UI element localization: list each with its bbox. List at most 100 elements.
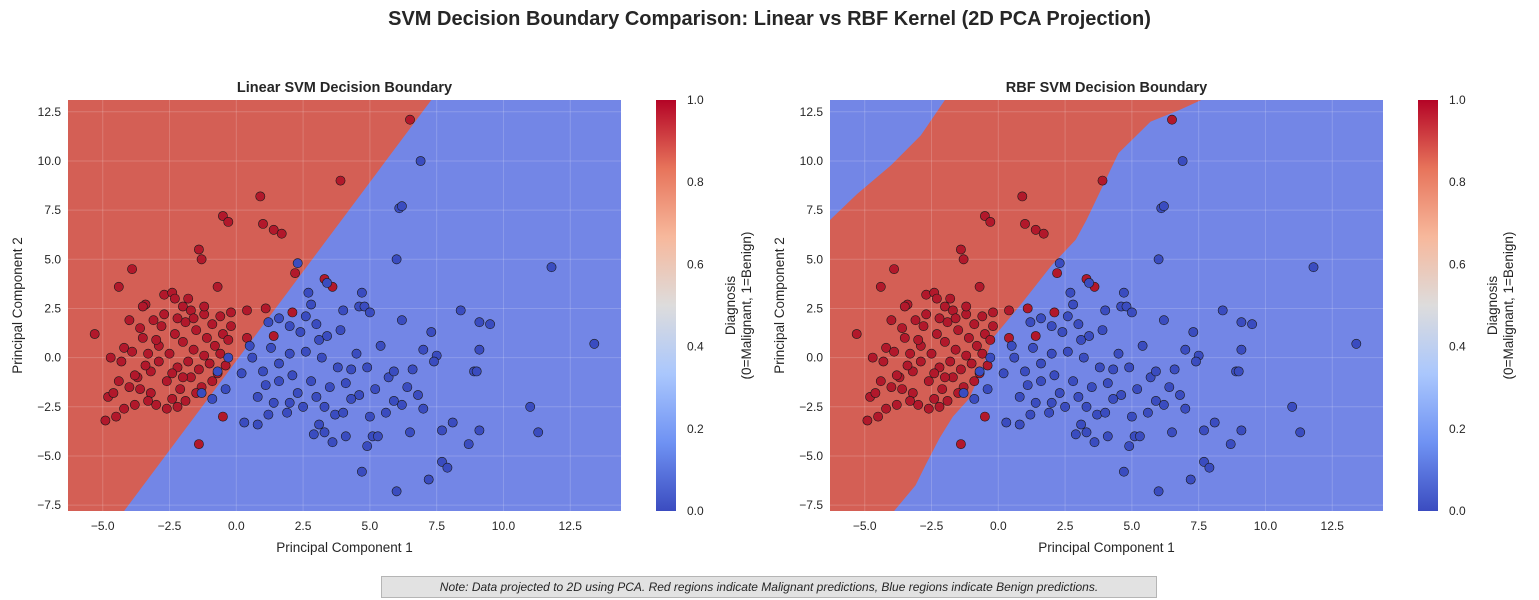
malignant-point	[255, 191, 266, 202]
benign-point	[372, 431, 383, 442]
malignant-point	[1052, 268, 1062, 278]
y-tick-label: 7.5	[806, 203, 823, 217]
benign-point	[1180, 344, 1191, 355]
benign-point	[292, 388, 303, 398]
malignant-point	[226, 321, 236, 331]
malignant-point	[961, 350, 972, 361]
benign-point	[327, 437, 338, 448]
malignant-point	[159, 309, 170, 320]
malignant-point	[127, 346, 138, 357]
malignant-point	[129, 399, 140, 410]
malignant-point	[921, 309, 932, 320]
x-tick-label: −5.0	[91, 519, 115, 533]
y-tick-label: −7.5	[37, 498, 61, 512]
colorbar-label: Diagnosis	[1485, 276, 1500, 336]
y-tick-label: 0.0	[806, 351, 823, 365]
benign-point	[1081, 427, 1092, 438]
malignant-point	[1049, 307, 1060, 318]
malignant-point	[867, 352, 878, 363]
x-tick-label: 10.0	[492, 519, 516, 533]
malignant-point	[143, 395, 153, 406]
benign-point	[423, 474, 434, 485]
benign-point	[223, 352, 234, 363]
benign-point	[1191, 356, 1201, 367]
malignant-point	[878, 356, 889, 367]
benign-point	[396, 315, 407, 326]
malignant-point	[201, 332, 212, 343]
benign-point	[1295, 427, 1306, 438]
benign-point	[340, 378, 351, 389]
x-axis-label: Principal Component 1	[1038, 540, 1175, 555]
malignant-point	[937, 384, 948, 394]
malignant-point	[886, 382, 897, 392]
benign-point	[1009, 352, 1020, 363]
malignant-point	[188, 313, 199, 324]
malignant-point	[290, 268, 300, 278]
benign-point	[1046, 348, 1057, 359]
malignant-point	[862, 415, 873, 426]
benign-point	[260, 380, 271, 390]
benign-point	[447, 417, 458, 428]
y-axis-label: Principal Component 2	[772, 237, 787, 374]
malignant-point	[161, 376, 172, 387]
x-tick-label: 5.0	[1124, 519, 1141, 533]
colorbar-tick-label: 0.6	[687, 257, 704, 271]
benign-point	[1073, 391, 1084, 402]
benign-point	[589, 338, 600, 349]
benign-point	[1065, 287, 1076, 298]
benign-point	[1068, 376, 1078, 387]
malignant-point	[881, 403, 891, 414]
benign-point	[982, 384, 993, 394]
malignant-point	[215, 311, 226, 322]
benign-point	[282, 407, 292, 418]
benign-point	[958, 388, 969, 398]
figure-note: Note: Data projected to 2D using PCA. Re…	[381, 576, 1157, 598]
benign-point	[1046, 397, 1057, 408]
malignant-point	[209, 340, 220, 351]
colorbar-tick-label: 0.0	[687, 504, 704, 518]
malignant-point	[183, 356, 194, 367]
benign-point	[1185, 474, 1196, 485]
malignant-point	[156, 321, 167, 331]
benign-point	[1127, 411, 1137, 422]
panel-1: RBF SVM Decision Boundary −5.0 −2.5 0.0 2.5 5…	[772, 80, 1516, 555]
malignant-point	[175, 384, 186, 394]
benign-point	[364, 411, 375, 422]
malignant-point	[942, 317, 953, 328]
benign-point	[1060, 401, 1070, 412]
benign-point	[1022, 380, 1033, 390]
malignant-point	[124, 382, 135, 392]
benign-point	[239, 417, 250, 428]
benign-point	[1135, 431, 1145, 442]
y-tick-label: 5.0	[44, 252, 61, 266]
x-tick-label: 0.0	[990, 519, 1007, 533]
benign-point	[998, 368, 1009, 379]
benign-point	[533, 427, 544, 438]
malignant-point	[124, 315, 135, 326]
benign-point	[1097, 325, 1108, 335]
malignant-point	[881, 342, 891, 353]
malignant-point	[891, 399, 902, 410]
benign-point	[319, 401, 330, 412]
x-tick-label: −5.0	[853, 519, 877, 533]
figure-suptitle: SVM Decision Boundary Comparison: Linear…	[388, 8, 1151, 30]
benign-point	[1119, 466, 1129, 477]
malignant-point	[929, 368, 940, 379]
benign-point	[338, 305, 349, 316]
panel-title: Linear SVM Decision Boundary	[237, 80, 452, 96]
malignant-point	[276, 228, 287, 239]
malignant-point	[217, 411, 228, 422]
malignant-point	[875, 281, 886, 292]
panel-0: Linear SVM Decision Boundary −5.0 −2.5 0.0 2…	[10, 80, 754, 555]
malignant-point	[268, 331, 279, 341]
plot-area	[68, 100, 621, 511]
malignant-point	[169, 329, 180, 339]
benign-point	[1054, 258, 1065, 269]
colorbar-label: (0=Malignant, 1=Benign)	[739, 232, 754, 380]
x-tick-label: −2.5	[158, 519, 182, 533]
benign-point	[314, 334, 324, 345]
benign-point	[284, 397, 295, 408]
benign-point	[324, 382, 335, 392]
malignant-point	[969, 319, 980, 330]
benign-point	[396, 201, 407, 212]
